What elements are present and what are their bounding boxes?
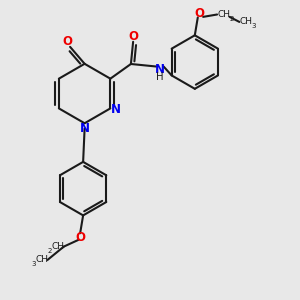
Text: 2: 2 <box>229 16 234 22</box>
Text: CH: CH <box>36 256 49 265</box>
Text: N: N <box>80 122 90 135</box>
Text: 3: 3 <box>251 23 256 29</box>
Text: N: N <box>111 103 121 116</box>
Text: O: O <box>194 8 204 20</box>
Text: O: O <box>75 231 85 244</box>
Text: CH: CH <box>217 10 230 19</box>
Text: 3: 3 <box>31 261 35 267</box>
Text: CH: CH <box>52 242 65 251</box>
Text: H: H <box>156 72 164 82</box>
Text: CH: CH <box>239 17 252 26</box>
Text: O: O <box>128 30 138 43</box>
Text: O: O <box>63 35 73 48</box>
Text: 2: 2 <box>47 248 52 254</box>
Text: N: N <box>155 63 165 76</box>
